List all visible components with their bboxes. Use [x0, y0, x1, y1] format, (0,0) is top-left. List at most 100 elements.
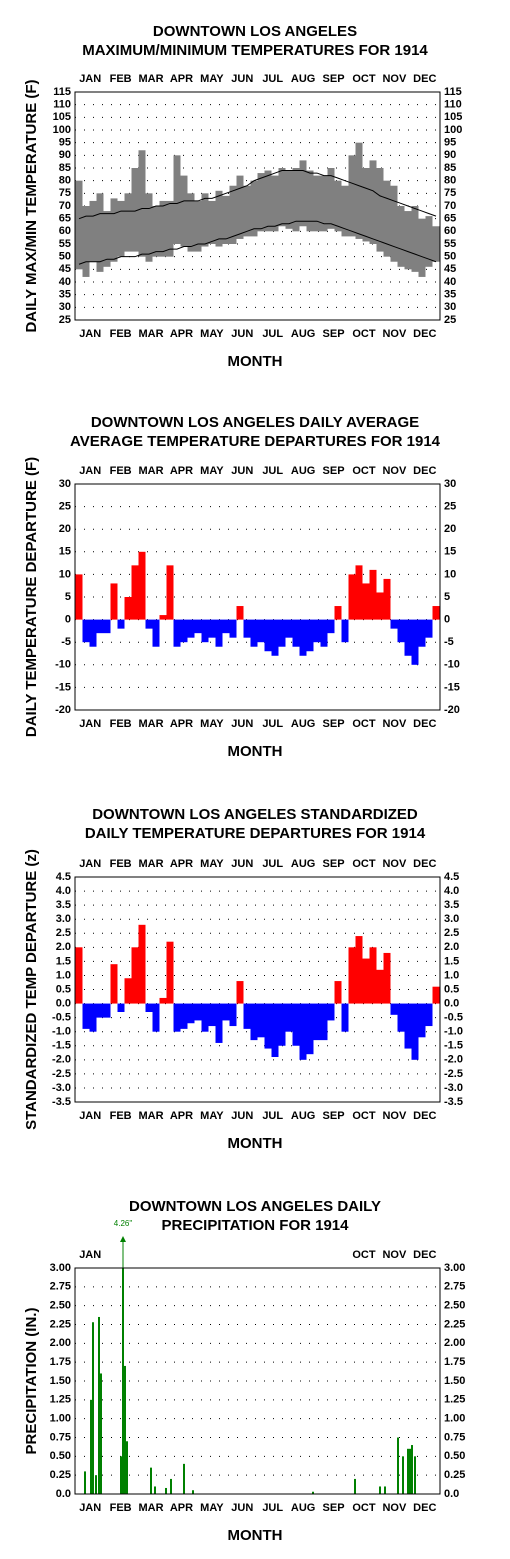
normal-line	[78, 220, 437, 265]
precip-bar	[95, 1475, 97, 1494]
month-label: MAR	[139, 328, 164, 340]
departure-bar	[306, 1003, 314, 1055]
precip-bar	[354, 1478, 356, 1494]
y-tick-label-right: 20	[444, 523, 456, 535]
y-tick-label: -15	[55, 681, 71, 693]
month-label-top: JAN	[79, 858, 101, 870]
precip-bar	[165, 1487, 167, 1494]
month-label-top: MAR	[139, 858, 164, 870]
departure-bar	[348, 947, 356, 1004]
y-tick-label: 1.50	[50, 1375, 71, 1387]
month-label-top: AUG	[291, 73, 315, 85]
departure-bar	[222, 1003, 230, 1021]
y-tick-label: 3.00	[50, 1262, 71, 1274]
y-tick-label-right: 3.0	[444, 913, 459, 925]
departure-bar	[397, 1003, 405, 1032]
temp-range-bar	[152, 206, 160, 257]
month-label-top: DEC	[413, 1249, 436, 1261]
temp-range-bar	[124, 193, 132, 252]
y-tick-label-right: 75	[444, 187, 456, 199]
y-tick-label-right: 2.00	[444, 1337, 465, 1349]
plot-frame	[74, 91, 441, 321]
y-tick-label: -2.5	[52, 1068, 71, 1080]
departure-bar	[292, 1003, 300, 1046]
y-tick-label: 3.0	[56, 913, 71, 925]
y-tick-label: 0.75	[50, 1431, 71, 1443]
precip-bar	[384, 1486, 386, 1494]
chart-title: DOWNTOWN LOS ANGELES DAILY	[129, 1198, 381, 1215]
y-tick-label-right: 1.75	[444, 1356, 465, 1368]
y-tick-label: 45	[59, 263, 71, 275]
temp-range-bar	[117, 200, 125, 257]
y-tick-label: 3.5	[56, 899, 71, 911]
departure-bar	[173, 1003, 181, 1032]
y-tick-label: 2.75	[50, 1281, 71, 1293]
y-tick-label: 1.75	[50, 1356, 71, 1368]
y-tick-label: 2.5	[56, 927, 71, 939]
departure-bar	[355, 936, 363, 1004]
month-label: AUG	[291, 1502, 315, 1514]
departure-bar	[201, 1003, 209, 1032]
departure-bar	[89, 1003, 97, 1032]
temp-range-bar	[355, 142, 363, 239]
temp-range-bar	[299, 160, 307, 227]
y-tick-label-right: -5	[444, 636, 454, 648]
month-label: OCT	[352, 1502, 376, 1514]
precip-bar	[122, 1268, 124, 1494]
y-tick-label-right: 100	[444, 124, 462, 136]
precip-bar	[98, 1316, 100, 1494]
departure-bar	[131, 565, 139, 620]
y-tick-label-right: 1.00	[444, 1413, 465, 1425]
y-tick-label: 20	[59, 523, 71, 535]
month-label: SEP	[323, 328, 345, 340]
precip-bar	[183, 1463, 185, 1494]
month-label-top: SEP	[323, 73, 345, 85]
month-label: SEP	[323, 718, 345, 730]
departure-bar	[138, 551, 146, 620]
plot-area	[75, 924, 440, 1060]
departure-bar	[383, 952, 391, 1004]
month-label: APR	[170, 718, 193, 730]
departure-bar	[432, 986, 440, 1004]
y-tick-label-right: 1.25	[444, 1394, 465, 1406]
departure-bar	[404, 619, 412, 656]
chart-title: AVERAGE TEMPERATURE DEPARTURES FOR 1914	[70, 433, 441, 450]
y-tick-label: -0.5	[52, 1012, 71, 1024]
y-tick-label: 105	[53, 111, 71, 123]
month-label: OCT	[352, 328, 376, 340]
temp-range-bar	[222, 195, 230, 244]
temp-range-bar	[236, 175, 244, 239]
month-label: MAY	[200, 328, 224, 340]
temp-range-bar	[138, 150, 146, 257]
departure-bar	[75, 947, 83, 1004]
departure-bar	[299, 1003, 307, 1060]
departure-bar	[138, 924, 146, 1004]
month-label: JUN	[231, 328, 253, 340]
temp-range-bar	[96, 193, 104, 272]
temp-range-bar	[264, 170, 272, 232]
month-label-top: MAR	[139, 73, 164, 85]
departure-bar	[404, 1003, 412, 1049]
y-tick-label: 0	[65, 614, 71, 626]
month-label-top: SEP	[323, 465, 345, 477]
y-tick-label-right: 2.50	[444, 1300, 465, 1312]
y-tick-label-right: 0.0	[444, 1488, 459, 1500]
month-label: MAR	[139, 1110, 164, 1122]
y-tick-label-right: 0.5	[444, 983, 459, 995]
month-label-top: NOV	[382, 1249, 407, 1261]
temp-range-bar	[306, 170, 314, 232]
y-tick-label: 4.0	[56, 885, 71, 897]
y-tick-label-right: 2.25	[444, 1318, 465, 1330]
y-tick-label-right: 4.0	[444, 885, 459, 897]
month-label: FEB	[110, 1502, 132, 1514]
y-tick-label: 2.0	[56, 941, 71, 953]
month-label: MAY	[200, 1110, 224, 1122]
precip-bar	[100, 1373, 102, 1494]
precip-bar	[150, 1467, 152, 1494]
month-label-top: JUN	[231, 465, 253, 477]
departure-bar	[159, 997, 167, 1004]
month-label: FEB	[110, 1110, 132, 1122]
departure-bar	[334, 981, 342, 1004]
y-tick-label: 25	[59, 501, 71, 513]
departure-bar	[285, 1003, 293, 1032]
